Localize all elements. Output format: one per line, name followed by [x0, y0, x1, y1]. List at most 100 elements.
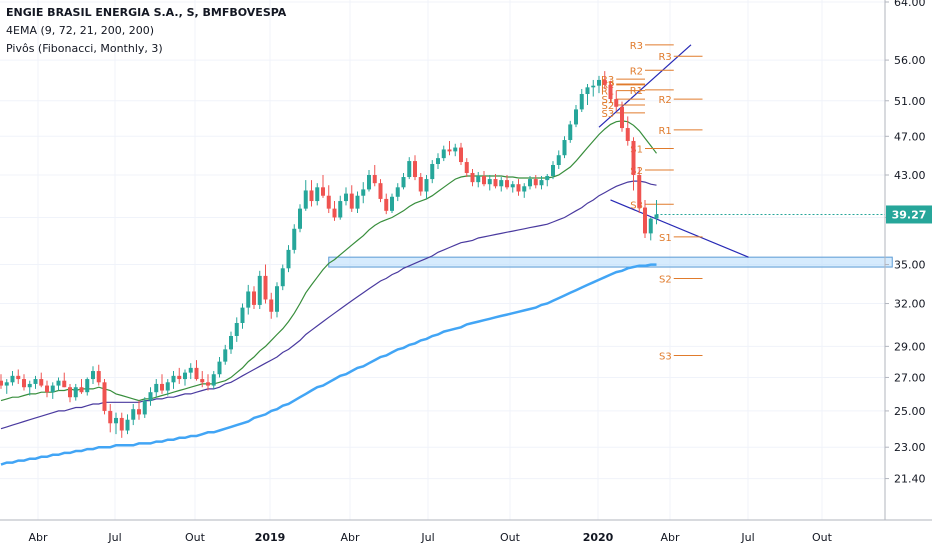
pivot-label: R1 [601, 87, 614, 98]
pivot-indicator-label[interactable]: Pivôs (Fibonacci, Monthly, 3) [6, 42, 163, 55]
x-tick-label: 2019 [255, 531, 286, 544]
candle-up [275, 286, 279, 312]
ema-indicator-label[interactable]: 4EMA (9, 72, 21, 200, 200) [6, 24, 155, 37]
pivot-label: R3 [630, 41, 643, 52]
candle-up [292, 228, 297, 250]
candle-up [591, 85, 596, 88]
candle-down [493, 179, 498, 187]
pivot-label: S1 [630, 145, 643, 156]
pivot-label: R2 [658, 95, 671, 106]
y-tick-label: 21.40 [894, 473, 926, 486]
y-tick-label: 64.00 [894, 0, 926, 9]
x-tick-label: Abr [28, 531, 48, 544]
candle-up [298, 208, 302, 229]
y-tick-label: 43.00 [894, 169, 926, 182]
candle-up [154, 383, 159, 393]
candle-up [280, 268, 285, 287]
candle-up [188, 367, 193, 373]
candle-down [119, 417, 124, 431]
candle-up [50, 385, 55, 393]
support-zone [328, 256, 893, 268]
ema-72-path [0, 180, 657, 430]
candle-up [568, 124, 573, 141]
ema-200-line [0, 263, 657, 466]
support-zone-rect [328, 256, 893, 268]
candle-down [263, 275, 268, 300]
candle-up [217, 361, 222, 375]
candle-up [545, 176, 550, 181]
candle-up [551, 165, 555, 177]
candle-up [401, 177, 406, 188]
candle-up [344, 193, 348, 202]
x-tick-label: Jul [420, 531, 434, 544]
candle-up [562, 140, 567, 156]
ema-72-line [0, 180, 657, 430]
pivot-label: S1 [602, 95, 615, 106]
candle-up [522, 186, 527, 192]
candle-up [142, 400, 147, 415]
candle-down [206, 382, 210, 386]
candle-up [476, 176, 481, 183]
pivot-label: S3 [602, 109, 615, 120]
pivot-levels: R3PR2R1S1S2S3R3R2R1S1S2S3R3R2R1S1S2S3 [601, 41, 703, 362]
candle-down [177, 375, 182, 380]
pivot-label: R2 [630, 66, 643, 77]
candle-up [367, 175, 371, 190]
symbol-title: ENGIE BRASIL ENERGIA S.A., S, BMFBOVESPA [6, 6, 287, 19]
candle-down [470, 172, 475, 183]
candle-up [223, 349, 228, 362]
y-tick-label: 56.00 [894, 54, 926, 67]
candle-down [349, 193, 354, 209]
candle-up [211, 374, 216, 386]
pivot-label: S2 [630, 166, 643, 177]
candle-up [510, 184, 515, 188]
candle-up [114, 417, 118, 424]
candle-up [579, 94, 584, 110]
candle-down [447, 149, 452, 152]
candle-up [654, 214, 659, 219]
candle-up [171, 375, 176, 383]
trendline [598, 44, 692, 128]
candle-down [22, 379, 26, 388]
x-tick-label: Jul [107, 531, 121, 544]
candle-up [183, 372, 187, 380]
last-price-badge [886, 205, 932, 224]
candle-down [602, 79, 607, 85]
ema-200-path [0, 263, 657, 466]
pivot-label: R3 [658, 52, 671, 63]
candle-down [533, 179, 538, 186]
candle-down [108, 410, 113, 424]
candle-down [321, 187, 325, 196]
y-tick-label: 25.00 [894, 405, 926, 418]
candle-up [246, 291, 251, 308]
candle-up [73, 387, 78, 398]
candle-down [637, 175, 642, 208]
candle-up [539, 180, 544, 186]
candle-down [384, 198, 389, 211]
y-tick-label: 51.00 [894, 95, 926, 108]
candle-down [505, 180, 509, 188]
candle-down [614, 99, 619, 107]
candle-up [430, 164, 435, 180]
candle-down [39, 379, 44, 386]
trendline [610, 199, 749, 258]
y-tick-label: 27.00 [894, 371, 926, 384]
candle-up [390, 196, 394, 211]
candle-up [453, 147, 458, 152]
candle-down [62, 380, 67, 388]
candle-up [131, 409, 136, 420]
time-axis[interactable]: Abr Jul Out 2019 Abr Jul Out 2020 Abr Jul Out [0, 519, 932, 544]
candle-up [355, 195, 360, 209]
candle-down [326, 195, 331, 209]
candle-down [459, 147, 463, 163]
price-axis[interactable]: 64.0056.0051.0047.0043.0039.0035.0032.00… [656, 0, 932, 520]
candle-up [361, 189, 366, 196]
candle-up [441, 149, 446, 159]
candles [0, 71, 659, 438]
pivot-label: S3 [630, 200, 643, 211]
y-tick-label: 32.00 [894, 298, 926, 311]
candle-down [372, 175, 377, 184]
candle-down [413, 161, 417, 178]
candle-up [338, 201, 343, 218]
